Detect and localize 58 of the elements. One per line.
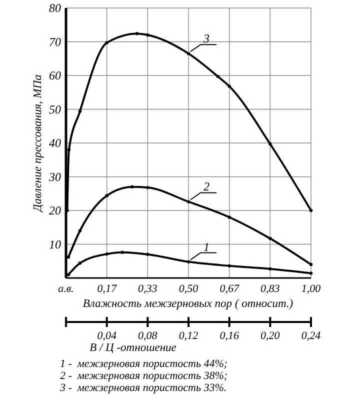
point: [66, 255, 70, 259]
x2-tick-label: 0,04: [97, 330, 117, 342]
point: [146, 252, 150, 256]
x2-tick-label: 0,16: [220, 330, 240, 342]
point: [228, 84, 231, 88]
y-tick-label: 60: [49, 68, 61, 82]
point: [186, 52, 190, 56]
point: [67, 148, 71, 152]
y-axis-title: Давление прессования, МПа: [32, 74, 44, 212]
x2-axis-title: В / Ц -отношение: [90, 342, 176, 354]
point: [309, 262, 313, 266]
point: [130, 185, 134, 188]
y-tick-label: 30: [48, 170, 61, 184]
point: [309, 208, 313, 212]
text: 3 - межзерновая пористость 33%.: [59, 382, 227, 394]
point: [146, 186, 150, 190]
point: [135, 32, 139, 36]
y-tick-label: 10: [49, 237, 61, 252]
series-label: 3: [202, 32, 210, 46]
point: [66, 273, 70, 276]
point: [186, 260, 190, 264]
point: [268, 267, 272, 270]
point: [105, 252, 108, 256]
point: [105, 41, 108, 44]
text: 1 - межзерновая пористость 44%;: [60, 358, 228, 370]
x-tick-label: 0,17: [97, 283, 117, 295]
x-tick-label: 0,33: [138, 283, 158, 295]
y-tick-label: 20: [49, 204, 61, 218]
x-axis-title: Влажность межзерновых пор ( относит.): [82, 298, 294, 310]
x2-tick-label: 0,20: [260, 330, 280, 342]
point: [228, 264, 231, 268]
x-tick-label: 0,50: [178, 283, 199, 295]
x2-tick-label: 0,24: [301, 330, 322, 342]
text: 2 - межзерновая пористость 38%;: [60, 370, 228, 382]
point: [78, 229, 82, 232]
x-tick-label: 1,00: [301, 283, 322, 295]
y-tick-label: 80: [49, 1, 61, 15]
y-tick-label: 50: [49, 102, 61, 116]
point: [268, 142, 272, 146]
series-label: 2: [204, 180, 210, 194]
point: [78, 110, 82, 113]
point: [78, 262, 82, 265]
x2-tick-label: 0,12: [178, 330, 199, 342]
x-tick-label: а.в.: [58, 283, 74, 295]
point: [309, 272, 313, 275]
point: [216, 74, 220, 78]
x2-tick-label: 0,08: [138, 330, 158, 342]
point: [146, 33, 150, 37]
y-tick-label: 40: [49, 136, 61, 150]
series-label: 1: [204, 240, 210, 254]
point: [105, 194, 108, 198]
y-tick-label: 70: [49, 34, 61, 49]
x-tick-label: 0,67: [220, 283, 240, 295]
point: [120, 250, 124, 254]
point: [186, 200, 190, 204]
x-tick-label: 0,83: [260, 283, 280, 295]
point: [268, 236, 272, 240]
point: [228, 216, 231, 219]
